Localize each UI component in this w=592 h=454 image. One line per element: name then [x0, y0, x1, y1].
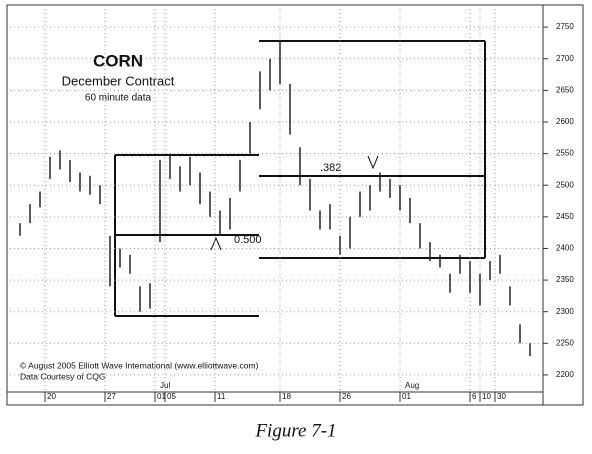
x-tick-label: 6 [472, 392, 477, 401]
y-tick-label: 2750 [556, 22, 574, 31]
x-tick-label: 18 [282, 392, 291, 401]
x-tick-label: 20 [47, 392, 56, 401]
chart-title: CORN [93, 51, 143, 70]
x-tick-label: 26 [342, 392, 351, 401]
x-tick-label: 01 [157, 392, 166, 401]
wave-markers [210, 155, 379, 251]
y-tick-label: 2700 [556, 54, 574, 63]
frame [6, 4, 584, 406]
x-tick-label: 01 [402, 392, 411, 401]
y-tick-label: 2600 [556, 117, 574, 126]
copyright: © August 2005 Elliott Wave International… [20, 360, 259, 370]
x-tick-label: 10 [482, 392, 491, 401]
x-tick-label: 11 [217, 392, 226, 401]
y-tick-label: 2200 [556, 370, 574, 379]
y-tick-label: 2550 [556, 149, 574, 158]
month-label: Jul [160, 381, 170, 390]
annotation: .382 [320, 162, 341, 174]
y-tick-label: 2650 [556, 85, 574, 94]
y-tick-label: 2300 [556, 307, 574, 316]
month-label: Aug [405, 381, 419, 390]
source: Data Courtesy of CQG [20, 371, 106, 381]
y-tick-label: 2350 [556, 275, 574, 284]
chart-subtitle: December Contract [62, 73, 175, 88]
x-tick-label: 27 [107, 392, 116, 401]
y-tick-label: 2500 [556, 180, 574, 189]
chart-note: 60 minute data [85, 93, 152, 104]
y-tick-label: 2450 [556, 212, 574, 221]
fib-boxes [114, 40, 486, 317]
annotation: 0.500 [234, 234, 262, 246]
figure-caption: Figure 7-1 [254, 420, 336, 441]
x-tick-label: 30 [497, 392, 506, 401]
y-tick-label: 2250 [556, 338, 574, 347]
x-tick-label: 05 [167, 392, 176, 401]
y-tick-label: 2400 [556, 244, 574, 253]
